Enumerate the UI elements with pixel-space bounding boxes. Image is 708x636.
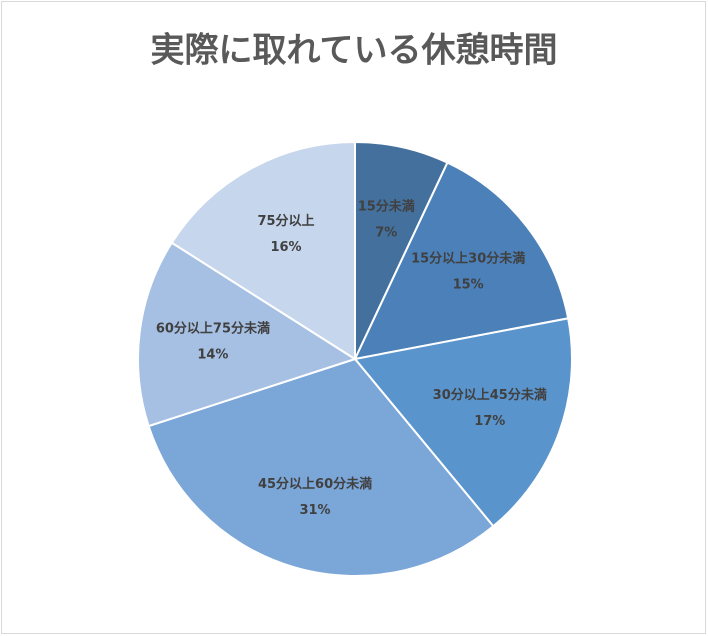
pie-slice (353, 161, 570, 361)
pie-slice (353, 317, 573, 528)
slice-category-label: 15分以上30分未満 (411, 251, 525, 267)
slice-value-label: 7% (375, 226, 397, 241)
pie-slice (147, 357, 495, 577)
slice-value-label: 17% (474, 414, 505, 429)
slice-category-label: 60分以上75分未満 (156, 321, 270, 337)
slice-value-label: 16% (270, 240, 301, 255)
slice-value-label: 14% (197, 348, 228, 363)
slice-category-label: 75分以上 (257, 213, 314, 229)
pie-slice (137, 241, 358, 428)
pie-slice (170, 140, 356, 361)
chart-title: 実際に取れている休憩時間 (151, 31, 558, 71)
slice-category-label: 15分未満 (358, 199, 415, 215)
slice-value-label: 31% (299, 503, 330, 518)
slice-value-label: 15% (453, 278, 484, 293)
slice-category-label: 30分以上45分未満 (433, 387, 547, 403)
slice-category-label: 45分以上60分未満 (258, 476, 372, 492)
